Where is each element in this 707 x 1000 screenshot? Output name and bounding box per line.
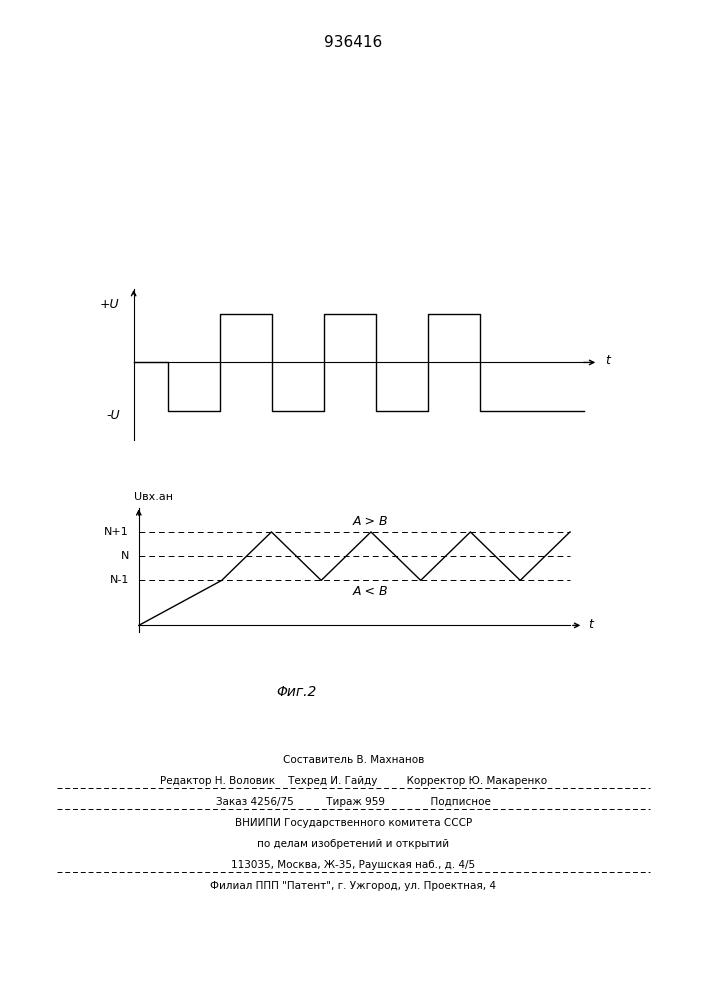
Text: ВНИИПИ Государственного комитета СССР: ВНИИПИ Государственного комитета СССР	[235, 818, 472, 828]
Text: +U: +U	[100, 298, 119, 311]
Text: Составитель В. Махнанов: Составитель В. Махнанов	[283, 755, 424, 765]
Text: A < B: A < B	[353, 585, 389, 598]
Text: Редактор Н. Воловик    Техред И. Гайду         Корректор Ю. Макаренко: Редактор Н. Воловик Техред И. Гайду Корр…	[160, 776, 547, 786]
Text: N: N	[120, 551, 129, 561]
Text: Филиал ППП "Патент", г. Ужгород, ул. Проектная, 4: Филиал ППП "Патент", г. Ужгород, ул. Про…	[211, 881, 496, 891]
Text: -U: -U	[106, 409, 119, 422]
Text: N-1: N-1	[110, 575, 129, 585]
Text: t: t	[588, 617, 593, 631]
Text: 113035, Москва, Ж-35, Раушская наб., д. 4/5: 113035, Москва, Ж-35, Раушская наб., д. …	[231, 860, 476, 870]
Text: N+1: N+1	[104, 527, 129, 537]
Text: Uвх.ан: Uвх.ан	[134, 492, 173, 502]
Text: A > B: A > B	[353, 515, 389, 528]
Text: 936416: 936416	[325, 35, 382, 50]
Text: по делам изобретений и открытий: по делам изобретений и открытий	[257, 839, 450, 849]
Text: Заказ 4256/75          Тираж 959              Подписное: Заказ 4256/75 Тираж 959 Подписное	[216, 797, 491, 807]
Text: t: t	[605, 354, 610, 367]
Text: Φиг.2: Φиг.2	[276, 685, 317, 699]
